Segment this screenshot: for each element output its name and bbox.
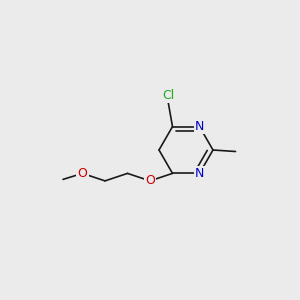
Text: Cl: Cl: [162, 89, 174, 102]
Text: O: O: [78, 167, 87, 180]
Text: N: N: [195, 167, 204, 180]
Text: O: O: [145, 174, 155, 188]
Text: N: N: [195, 120, 204, 133]
